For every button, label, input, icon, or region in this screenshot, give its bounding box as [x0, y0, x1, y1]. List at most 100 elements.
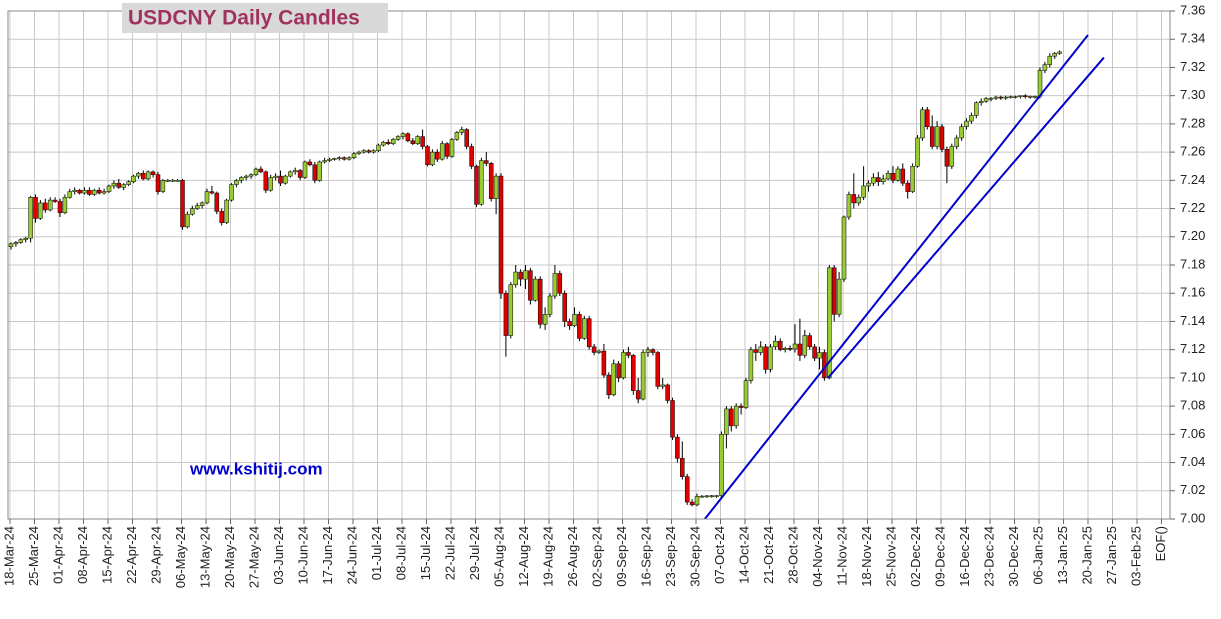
candle-body — [631, 355, 636, 391]
candle-body — [381, 141, 386, 146]
candle-body — [885, 173, 891, 180]
plot — [8, 34, 1105, 520]
y-tick-label: 7.22 — [1180, 200, 1205, 215]
candle-body — [675, 436, 680, 459]
candle-body — [395, 136, 401, 140]
candle-body — [82, 189, 87, 194]
x-tick-label: 16-Dec-24 — [957, 526, 972, 587]
candle-body — [180, 180, 185, 228]
candle-body — [435, 151, 440, 160]
candle-body — [121, 184, 126, 188]
candle-body — [386, 141, 391, 144]
candle-body — [273, 175, 278, 178]
candle-body — [498, 175, 504, 294]
candle-body — [920, 109, 925, 139]
candle-body — [508, 284, 514, 336]
candle-body — [38, 202, 43, 219]
x-tick-label: 01-Apr-24 — [50, 526, 65, 584]
x-tick-label: 22-Jul-24 — [442, 526, 457, 580]
candle-body — [846, 194, 852, 218]
candle-body — [876, 177, 881, 182]
candle-body — [954, 137, 959, 147]
candle-body — [346, 157, 352, 160]
candle-body — [929, 126, 935, 147]
candle-body — [773, 340, 778, 348]
candle-body — [283, 175, 288, 184]
candle-body — [533, 278, 538, 301]
candle-body — [523, 270, 528, 280]
candle-body — [185, 213, 190, 228]
candle-body — [1057, 51, 1062, 54]
y-tick-label: 7.06 — [1180, 426, 1205, 441]
candle-body — [542, 314, 548, 325]
candle-body — [1032, 95, 1038, 98]
x-tick-label: 29-Jul-24 — [467, 526, 482, 580]
candle-body — [43, 202, 48, 211]
candle-body — [268, 177, 273, 191]
candle-body — [111, 182, 117, 187]
title-box — [122, 3, 388, 33]
candle-body — [278, 175, 283, 184]
x-tick-label: 18-Mar-24 — [1, 526, 16, 586]
candle-body — [939, 126, 945, 150]
x-tick-label: 23-Sep-24 — [663, 526, 678, 587]
candle-body — [155, 174, 161, 192]
candle-body — [199, 202, 205, 206]
candle-body — [836, 278, 842, 315]
candle-body — [871, 177, 876, 184]
candle-body — [689, 501, 695, 506]
candle-body — [729, 408, 734, 427]
candle-body — [577, 314, 582, 339]
x-tick-label: 28-Oct-24 — [785, 526, 800, 584]
x-tick-label: 05-Aug-24 — [491, 526, 506, 587]
candle-body — [214, 192, 220, 212]
candle-body — [787, 348, 793, 350]
candle-body — [493, 175, 499, 199]
grid — [8, 10, 1170, 520]
candle-body — [650, 349, 656, 353]
x-tick-label: 02-Sep-24 — [589, 526, 604, 587]
candle-body — [72, 189, 77, 192]
x-tick-label: 27-May-24 — [246, 526, 261, 588]
candle-body — [974, 102, 979, 116]
candle-body — [807, 335, 812, 348]
x-tick-label: 02-Dec-24 — [908, 526, 923, 587]
candle-body — [204, 191, 210, 204]
x-tick-label: 08-Jul-24 — [393, 526, 408, 580]
candle-body — [224, 199, 229, 223]
x-tick-label: 03-Feb-25 — [1128, 526, 1143, 586]
candle-body — [469, 146, 474, 167]
candle-body — [92, 189, 97, 195]
candle-body — [8, 243, 14, 247]
candle-body — [1008, 96, 1013, 99]
candle-body — [239, 177, 244, 181]
x-tick-label: 01-Jul-24 — [369, 526, 384, 580]
candle-body — [890, 173, 896, 181]
candle-body — [596, 350, 602, 353]
candle-body — [57, 201, 63, 214]
candle-body — [190, 208, 195, 215]
candle-body — [150, 171, 156, 175]
x-tick-label: 08-Apr-24 — [75, 526, 90, 584]
x-tick-label: 24-Jun-24 — [344, 526, 359, 585]
candle-body — [831, 267, 837, 315]
candle-body — [248, 174, 254, 177]
candle-body — [52, 199, 58, 202]
candle-body — [670, 400, 675, 438]
candle-body — [332, 158, 337, 160]
trend-line — [827, 56, 1105, 379]
candle-body — [660, 384, 665, 387]
x-tick-label: EOF() — [1153, 526, 1168, 561]
x-tick-label: 25-Mar-24 — [26, 526, 41, 586]
candle-body — [959, 126, 964, 139]
candle-body — [925, 109, 930, 127]
x-tick-label: 09-Dec-24 — [932, 526, 947, 587]
candle-body — [753, 349, 759, 353]
candle-body — [714, 495, 719, 497]
candle-body — [645, 349, 651, 353]
candle-body — [557, 273, 563, 294]
candle-body — [910, 165, 915, 192]
candle-body — [253, 168, 259, 175]
x-tick-label: 17-Jun-24 — [320, 526, 335, 585]
